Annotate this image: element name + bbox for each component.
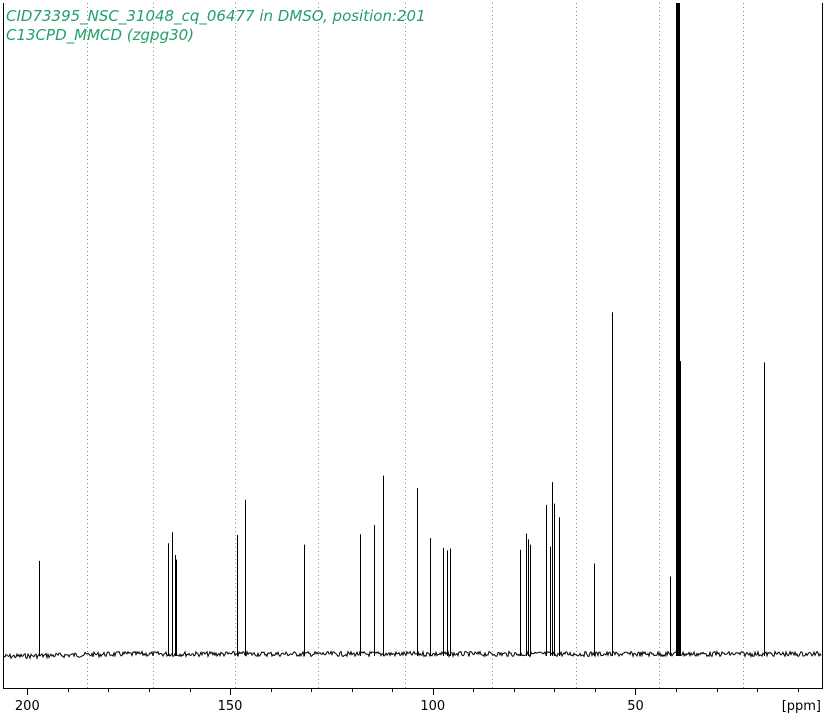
x-axis-ticks: 200 150 100 50	[15, 688, 799, 714]
chart-subtitle: C13CPD_MMCD (zgpg30)	[6, 26, 194, 45]
chart-title: CID73395_NSC_31048_cq_06477 in DMSO, pos…	[6, 7, 426, 26]
plot-area	[3, 3, 823, 688]
x-tick-label: 150	[218, 699, 243, 714]
x-tick-label: 50	[627, 699, 644, 714]
spectrum-trace	[3, 649, 822, 660]
x-axis-label: [ppm]	[782, 699, 821, 714]
x-tick-label: 100	[420, 699, 445, 714]
peak-lines	[39, 3, 765, 656]
x-tick-label: 200	[15, 699, 40, 714]
